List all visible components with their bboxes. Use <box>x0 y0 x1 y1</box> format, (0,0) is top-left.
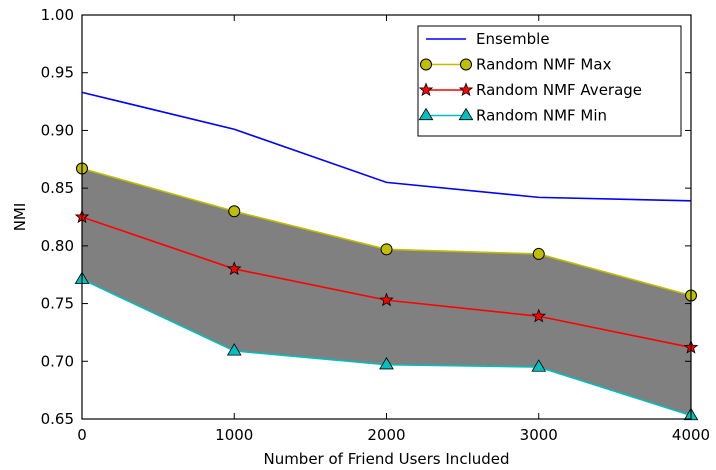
y-tick-label: 1.00 <box>41 6 74 24</box>
data-point-random-nmf-average <box>531 308 546 323</box>
y-tick-label: 0.95 <box>41 64 74 82</box>
min-max-band-layer <box>82 168 691 416</box>
y-tick-label: 0.70 <box>41 352 74 370</box>
data-point-random-nmf-min <box>379 356 394 370</box>
legend: Ensemble Random NMF Max Random NMF Average… <box>417 25 682 137</box>
series-random-nmf-max <box>76 162 697 302</box>
x-tick-label: 2000 <box>367 426 405 444</box>
data-point-random-nmf-max <box>380 243 393 256</box>
legend-item-ensemble: Ensemble <box>426 30 550 48</box>
legend-label: Random NMF Average <box>476 81 642 99</box>
y-tick-label: 0.85 <box>41 179 74 197</box>
series-ensemble <box>81 91 692 202</box>
data-point-random-nmf-average <box>227 261 242 276</box>
legend-item-random-nmf-max: Random NMF Max <box>420 56 612 74</box>
min-max-band <box>82 168 691 416</box>
x-tick-label: 0 <box>77 426 87 444</box>
x-tick-label: 1000 <box>215 426 253 444</box>
ticks-layer: 0 1000 2000 3000 4000 0.65 0.70 0.75 0.80 0.85 0.9… <box>41 6 711 444</box>
data-point-random-nmf-min <box>226 343 242 356</box>
x-axis-title: Number of Friend Users Included <box>263 450 509 468</box>
series-line-ensemble <box>81 91 692 202</box>
y-tick-label: 0.90 <box>41 121 74 139</box>
legend-marker <box>458 107 474 121</box>
series-random-nmf-min <box>74 271 699 421</box>
legend-item-random-nmf-min: Random NMF Min <box>418 107 607 125</box>
data-point-random-nmf-max <box>532 247 545 260</box>
legend-marker <box>460 58 472 71</box>
data-point-random-nmf-min <box>531 359 547 372</box>
data-point-random-nmf-average <box>379 292 394 307</box>
data-point-random-nmf-max <box>228 205 241 218</box>
x-tick-label: 3000 <box>520 426 558 444</box>
legend-label: Random NMF Max <box>476 56 612 74</box>
x-tick-label: 4000 <box>672 426 710 444</box>
legend-label: Ensemble <box>476 30 550 48</box>
y-tick-label: 0.65 <box>41 410 74 428</box>
legend-item-random-nmf-average: Random NMF Average <box>418 81 642 99</box>
y-axis-title: NMI <box>11 203 29 232</box>
legend-marker <box>458 82 474 97</box>
series-layer <box>74 91 699 421</box>
y-tick-label: 0.75 <box>41 295 74 313</box>
legend-marker <box>418 107 434 121</box>
y-tick-label: 0.80 <box>41 237 74 255</box>
legend-marker <box>420 58 432 71</box>
legend-marker <box>418 82 434 97</box>
legend-label: Random NMF Min <box>476 107 607 125</box>
